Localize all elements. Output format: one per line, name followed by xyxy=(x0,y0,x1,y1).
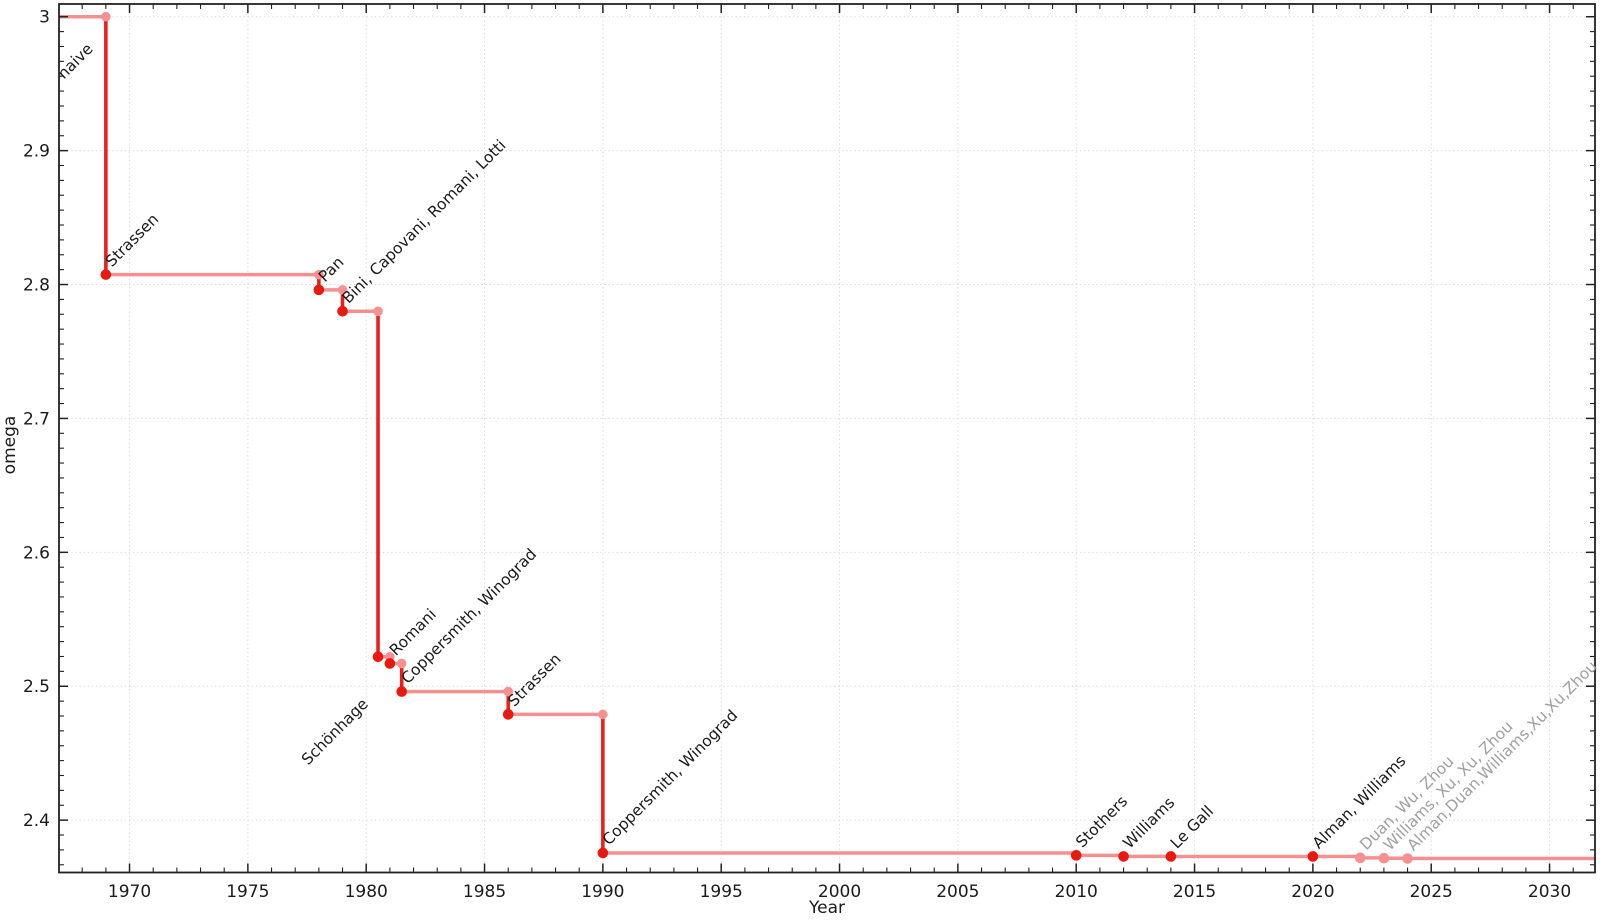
step-corner-dot xyxy=(337,285,348,295)
x-tick-label: 1985 xyxy=(463,882,506,902)
x-tick-label: 1970 xyxy=(108,882,151,902)
data-points xyxy=(100,269,1413,864)
step-corner-dot xyxy=(373,306,383,317)
y-tick-label: 2.6 xyxy=(23,543,50,563)
x-tick-label: 1995 xyxy=(700,882,743,902)
y-tick-label: 3 xyxy=(39,8,50,28)
data-point xyxy=(1118,851,1129,862)
data-point xyxy=(396,686,408,697)
x-tick-label: 2010 xyxy=(1055,882,1098,902)
step-corner-dot xyxy=(598,709,608,720)
data-point xyxy=(1378,852,1390,864)
x-tick-label: 2015 xyxy=(1173,882,1216,902)
y-tick-label: 2.7 xyxy=(23,409,50,429)
x-tick-label: 2030 xyxy=(1528,882,1571,902)
step-corner-dot xyxy=(314,269,324,280)
step-corner-dot xyxy=(101,11,111,22)
data-point xyxy=(372,651,384,663)
x-tick-label: 2000 xyxy=(818,882,861,902)
x-tick-label: 1975 xyxy=(226,882,269,902)
data-point xyxy=(1307,851,1319,862)
data-point xyxy=(313,284,325,296)
data-point xyxy=(100,269,112,280)
x-axis-label: Year xyxy=(808,898,845,918)
data-point xyxy=(337,306,348,317)
x-tick-label: 1980 xyxy=(345,882,388,902)
step-corner-dot xyxy=(396,658,407,669)
data-point xyxy=(1402,853,1413,864)
tick-labels: 1970 1975 1980 1985 1990 1995 2000 2005 2010 2015… xyxy=(23,8,1571,902)
axis-ticks xyxy=(59,4,1595,873)
x-tick-label: 1990 xyxy=(581,882,624,902)
y-tick-label: 2.4 xyxy=(23,811,50,831)
data-point xyxy=(1165,851,1177,862)
data-point xyxy=(384,658,396,669)
plot-border xyxy=(58,3,1596,874)
x-tick-label: 2005 xyxy=(936,882,979,902)
y-tick-label: 2.5 xyxy=(23,677,50,697)
y-tick-label: 2.8 xyxy=(23,276,50,296)
gridlines xyxy=(59,4,1595,873)
data-point xyxy=(1354,852,1366,864)
y-axis-label: omega xyxy=(0,416,20,475)
step-corner-dot xyxy=(503,686,514,697)
data-point xyxy=(502,709,514,720)
data-point xyxy=(1070,850,1082,861)
x-tick-label: 2025 xyxy=(1410,882,1453,902)
data-point xyxy=(597,847,609,859)
x-tick-label: 2020 xyxy=(1291,882,1334,902)
y-tick-label: 2.9 xyxy=(23,142,50,162)
